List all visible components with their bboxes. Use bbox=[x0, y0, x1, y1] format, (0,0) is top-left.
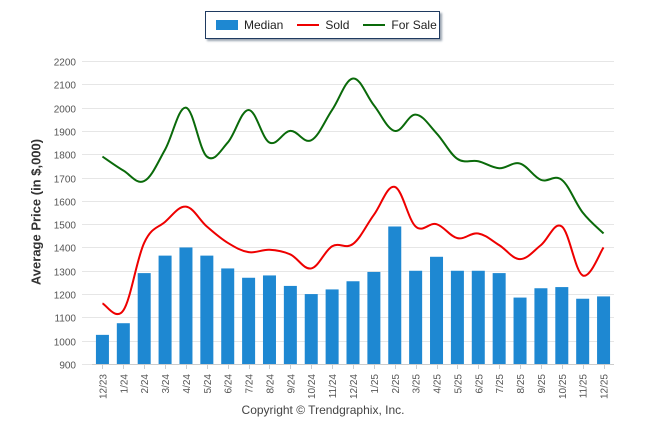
median-bar bbox=[367, 271, 381, 364]
y-tick-label: 1100 bbox=[54, 314, 76, 325]
median-bar bbox=[471, 270, 485, 364]
x-tick-label: 3/25 bbox=[412, 374, 423, 394]
median-bar bbox=[95, 334, 109, 364]
median-bar bbox=[513, 297, 527, 364]
for-sale-line bbox=[101, 77, 605, 235]
x-tick-label: 10/24 bbox=[307, 374, 318, 399]
y-tick-label: 900 bbox=[59, 361, 76, 372]
legend-label-for-sale: For Sale bbox=[391, 18, 437, 32]
x-tick-label: 9/24 bbox=[286, 374, 297, 394]
median-bar bbox=[137, 273, 151, 364]
legend-item-for-sale[interactable]: For Sale bbox=[363, 18, 437, 32]
sold-line bbox=[101, 185, 605, 316]
median-bar bbox=[116, 323, 130, 364]
x-tick-label: 8/24 bbox=[265, 374, 276, 394]
x-tick-label: 7/25 bbox=[495, 374, 506, 394]
legend-label-sold: Sold bbox=[325, 18, 350, 32]
x-tick-label: 12/23 bbox=[98, 374, 109, 399]
median-bar bbox=[242, 277, 256, 364]
x-tick-label: 11/25 bbox=[579, 374, 590, 399]
x-tick-label: 8/25 bbox=[516, 374, 527, 394]
x-tick-label: 1/24 bbox=[119, 374, 130, 394]
median-bar bbox=[262, 275, 276, 364]
y-tick-label: 1300 bbox=[54, 268, 77, 279]
x-tick-label: 2/24 bbox=[140, 374, 151, 394]
x-tick-label: 1/25 bbox=[370, 374, 381, 394]
legend-item-median[interactable]: Median bbox=[216, 18, 283, 32]
x-axis-ticks: 12/23 1/24 2/24 3/24 4/24 5/24 6/24 7/24 8/24 9/2… bbox=[98, 364, 611, 399]
legend-label-median: Median bbox=[244, 18, 284, 32]
y-tick-label: 2000 bbox=[54, 105, 77, 116]
legend: Median Sold For Sale bbox=[205, 11, 440, 39]
y-tick-label: 2100 bbox=[54, 81, 77, 92]
median-bar bbox=[200, 255, 214, 364]
x-tick-label: 4/25 bbox=[433, 374, 444, 394]
x-tick-label: 2/25 bbox=[391, 374, 402, 394]
x-tick-label: 5/24 bbox=[203, 374, 214, 394]
y-tick-label: 1900 bbox=[54, 128, 77, 139]
x-tick-label: 12/24 bbox=[349, 374, 360, 399]
x-tick-label: 11/24 bbox=[328, 374, 339, 399]
median-bar bbox=[430, 256, 444, 364]
x-tick-label: 7/24 bbox=[245, 374, 256, 394]
y-axis-ticks: 900 1000 1100 1200 1300 1400 1500 1600 1700 1800 1… bbox=[54, 58, 77, 372]
y-tick-label: 2200 bbox=[54, 58, 77, 69]
gridlines bbox=[82, 61, 614, 365]
x-tick-label: 5/25 bbox=[453, 374, 464, 394]
median-bar bbox=[388, 226, 402, 364]
y-axis-label: Average Price (in $,000) bbox=[28, 138, 44, 286]
y-tick-label: 1600 bbox=[54, 198, 77, 209]
median-bar bbox=[450, 270, 464, 364]
legend-swatch-sold bbox=[297, 24, 320, 26]
y-tick-label: 1800 bbox=[54, 151, 77, 162]
y-tick-label: 1000 bbox=[54, 338, 77, 349]
median-bar bbox=[346, 281, 360, 364]
median-bar bbox=[221, 268, 235, 364]
median-bar bbox=[534, 288, 548, 364]
x-tick-label: 4/24 bbox=[182, 374, 193, 394]
y-tick-label: 1700 bbox=[54, 175, 77, 186]
median-bar bbox=[492, 273, 506, 364]
median-bar bbox=[304, 294, 318, 364]
x-tick-label: 3/24 bbox=[161, 374, 172, 394]
y-tick-label: 1500 bbox=[54, 221, 77, 232]
x-tick-label: 6/25 bbox=[474, 374, 485, 394]
y-tick-label: 1400 bbox=[54, 244, 77, 255]
median-bar bbox=[576, 298, 590, 364]
median-bars bbox=[95, 226, 611, 364]
median-bar bbox=[597, 296, 611, 364]
legend-swatch-median bbox=[216, 20, 238, 30]
legend-item-sold[interactable]: Sold bbox=[297, 18, 349, 32]
legend-swatch-for-sale bbox=[363, 24, 386, 26]
y-tick-label: 1200 bbox=[54, 291, 77, 302]
series-lines bbox=[101, 77, 605, 316]
copyright-text: Copyright © Trendgraphix, Inc. bbox=[241, 403, 405, 417]
median-bar bbox=[409, 270, 423, 364]
median-bar bbox=[283, 285, 297, 364]
x-tick-label: 12/25 bbox=[600, 374, 611, 399]
median-bar bbox=[555, 287, 569, 364]
median-bar bbox=[325, 289, 339, 364]
median-bar bbox=[179, 247, 193, 364]
x-tick-label: 9/25 bbox=[537, 374, 548, 394]
x-tick-label: 10/25 bbox=[558, 374, 569, 399]
median-bar bbox=[158, 255, 172, 364]
x-tick-label: 6/24 bbox=[224, 374, 235, 394]
